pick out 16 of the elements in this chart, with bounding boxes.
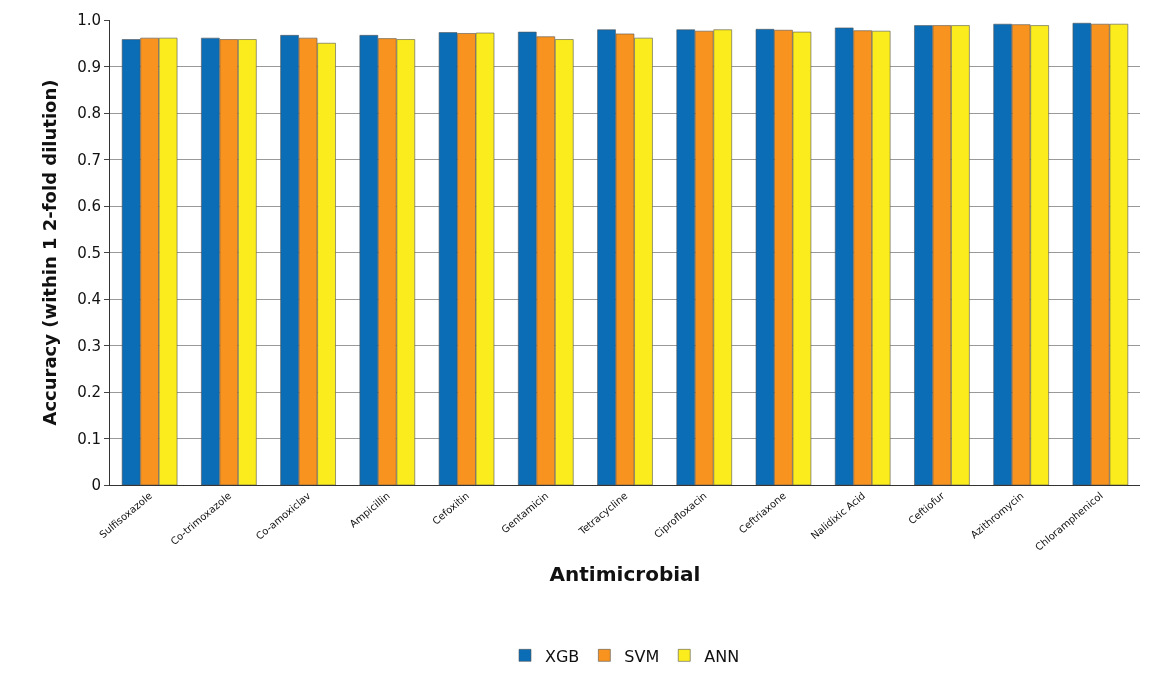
legend-label: SVM [624,646,660,666]
y-tick-label: 0.5 [77,243,101,262]
y-tick-label: 0.3 [77,336,101,355]
y-tick-label: 0.1 [77,429,101,448]
legend-label: ANN [704,646,740,666]
y-axis-title: Accuracy (within 1 2-fold dilution) [39,79,61,426]
y-tick-label: 0.4 [77,290,101,309]
y-tick-label: 0.6 [77,197,101,216]
y-tick-label: 0.9 [77,57,101,76]
legend-label: XGB [545,646,580,666]
y-tick-label: 1.0 [77,11,101,30]
y-tick-label: 0 [91,476,101,495]
y-tick-label: 0.2 [77,383,101,402]
y-tick-label: 0.7 [77,150,101,169]
y-tick-label: 0.8 [77,104,101,123]
x-axis-title: Antimicrobial [549,562,701,587]
